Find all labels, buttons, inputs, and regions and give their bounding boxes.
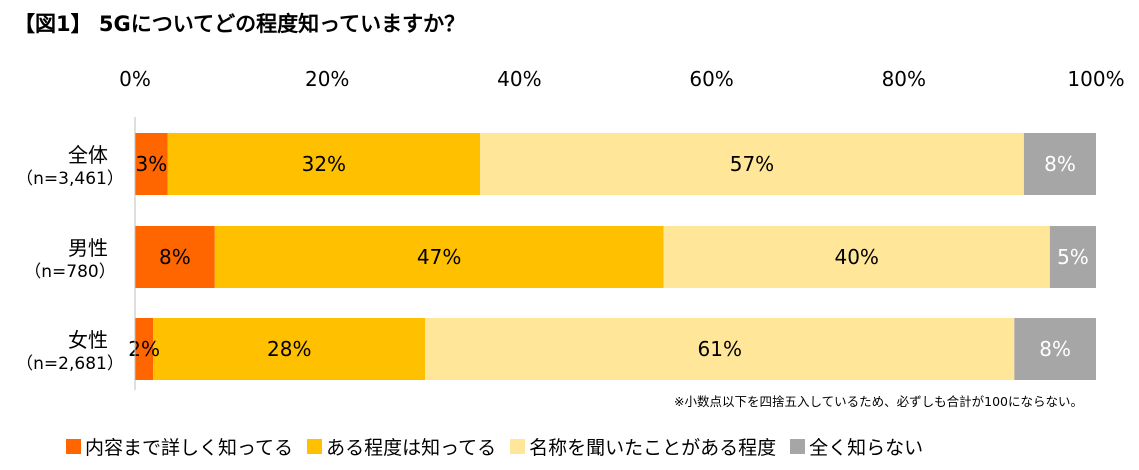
legend-label: 全く知らない <box>809 437 924 459</box>
data-label: 8% <box>1039 337 1071 361</box>
data-label: 2% <box>128 337 160 361</box>
legend-label: 名称を聞いたことがある程度 <box>529 437 777 459</box>
x-tick-label: 60% <box>689 67 733 91</box>
bar-segment <box>1023 133 1096 195</box>
data-label: 5% <box>1057 245 1089 269</box>
bars-group: 3% 32% 57% 8% 8% 47% 40% 5% 2% 28% 61% 8% <box>128 133 1096 380</box>
data-label: 40% <box>834 245 878 269</box>
category-n: （n=2,681） <box>16 354 124 374</box>
category-name: 女性 <box>68 328 108 352</box>
chart-title: 【図1】 5Gについてどの程度知っていますか？ <box>14 12 466 36</box>
legend-label: ある程度は知ってる <box>326 437 497 459</box>
data-label: 61% <box>698 337 742 361</box>
legend-swatch <box>510 439 526 454</box>
legend-swatch <box>66 439 81 454</box>
bar-segment <box>425 318 1015 380</box>
category-n: （n=780） <box>24 262 115 282</box>
x-tick-label: 0% <box>119 67 151 91</box>
legend-swatch <box>790 439 806 454</box>
legend-swatch <box>307 439 323 454</box>
bar-segment <box>479 133 1024 195</box>
bar-segment <box>214 226 664 288</box>
category-labels: 全体（n=3,461） 男性（n=780） 女性（n=2,681） <box>16 143 124 374</box>
legend-label: 内容まで詳しく知ってる <box>85 437 294 459</box>
legend-item: 名称を聞いたことがある程度 <box>510 433 776 460</box>
category-name: 全体 <box>68 143 108 167</box>
bar-segment <box>1049 226 1096 288</box>
data-label: 57% <box>730 152 774 176</box>
x-tick-label: 40% <box>497 67 541 91</box>
data-label: 8% <box>159 245 191 269</box>
bar-segment <box>153 318 426 380</box>
bar-segment <box>135 226 215 288</box>
data-label: 32% <box>302 152 346 176</box>
bar-segment <box>1014 318 1096 380</box>
x-axis-ticks: 0% 20% 40% 60% 80% 100% <box>119 67 1124 91</box>
legend-item: ある程度は知ってる <box>307 433 496 460</box>
bar-segment <box>167 133 480 195</box>
category-name: 男性 <box>68 236 108 260</box>
category-n: （n=3,461） <box>16 169 124 189</box>
legend-item: 全く知らない <box>790 433 923 460</box>
data-label: 28% <box>267 337 311 361</box>
bar-segment <box>135 318 154 380</box>
data-label: 47% <box>417 245 461 269</box>
data-label: 8% <box>1044 152 1076 176</box>
legend-item: 内容まで詳しく知ってる <box>66 433 293 460</box>
bar-segment <box>135 133 168 195</box>
bar-segment <box>663 226 1050 288</box>
footnote: ※小数点以下を四捨五入しているため、必ずしも合計が100にならない。 <box>674 394 1083 409</box>
x-tick-label: 20% <box>305 67 349 91</box>
x-tick-label: 80% <box>882 67 926 91</box>
x-tick-label: 100% <box>1067 67 1124 91</box>
data-label: 3% <box>135 152 167 176</box>
legend: 内容まで詳しく知ってる ある程度は知ってる 名称を聞いたことがある程度 全く知らない <box>66 433 937 460</box>
